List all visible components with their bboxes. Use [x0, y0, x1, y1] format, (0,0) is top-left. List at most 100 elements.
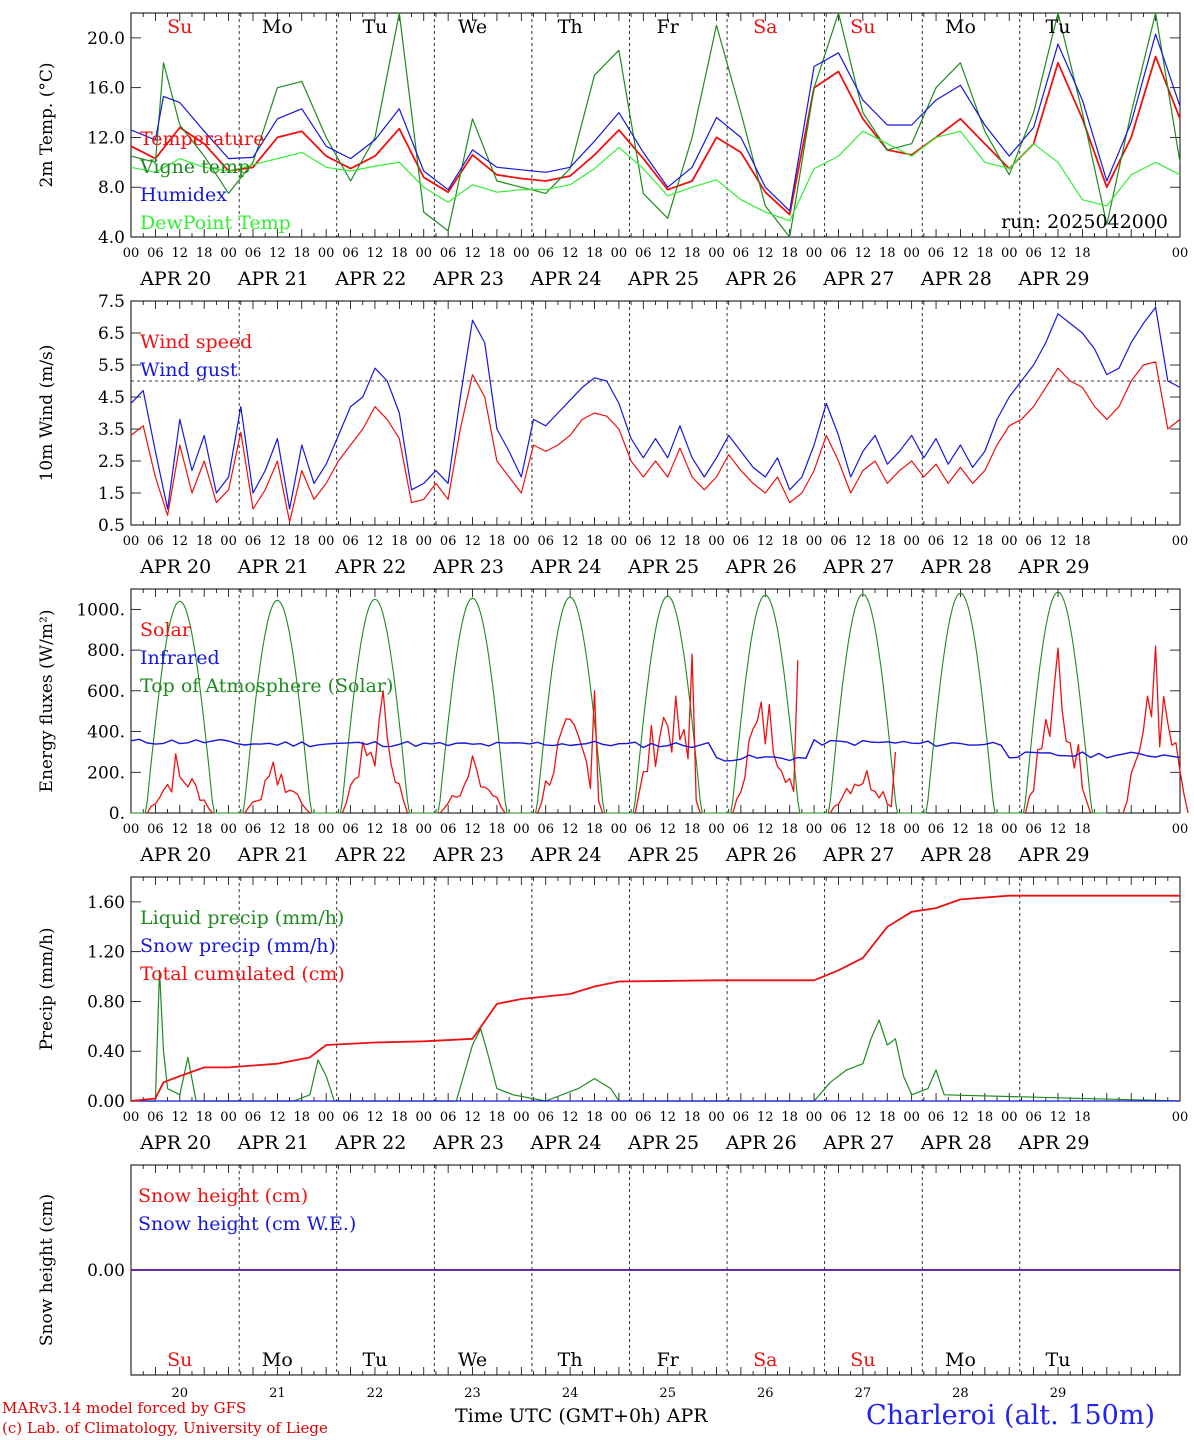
hour-tick-label: 06: [537, 246, 554, 261]
hour-tick-label: 12: [659, 534, 676, 549]
hour-tick-label: 00: [1172, 246, 1189, 261]
weekday-top: Sa: [753, 16, 777, 38]
solar-line: [146, 753, 213, 814]
hour-tick-label: 18: [196, 822, 213, 837]
hour-tick-label: 12: [367, 534, 384, 549]
hour-tick-label: 00: [1172, 534, 1189, 549]
run-label: run: 2025042000: [1001, 211, 1168, 233]
hour-tick-label: 06: [440, 1110, 457, 1125]
solar-line: [1024, 647, 1092, 814]
toa-solar-line: [521, 596, 619, 814]
weekday-top: Fr: [657, 16, 680, 38]
hour-tick-label: 06: [245, 1110, 262, 1125]
day-label: APR 23: [432, 844, 504, 866]
hour-tick-label: 00: [611, 246, 628, 261]
hour-tick-label: 06: [245, 822, 262, 837]
weekday-bottom: Su: [850, 1349, 875, 1371]
day-number: 22: [367, 1386, 384, 1401]
day-label: APR 26: [725, 844, 797, 866]
hour-tick-label: 12: [172, 822, 189, 837]
hour-tick-label: 00: [1001, 534, 1018, 549]
day-label: APR 25: [627, 556, 699, 578]
y-tick-label: 7.5: [98, 292, 125, 312]
day-number: 28: [952, 1386, 969, 1401]
hour-tick-label: 06: [928, 1110, 945, 1125]
hour-tick-label: 00: [220, 822, 237, 837]
hour-tick-label: 06: [342, 1110, 359, 1125]
y-tick-label: 8.0: [98, 178, 125, 198]
day-label: APR 23: [432, 268, 504, 290]
hour-tick-label: 18: [391, 1110, 408, 1125]
legend-snow-precip-mm-h-: Snow precip (mm/h): [140, 935, 336, 957]
hour-tick-label: 00: [806, 1110, 823, 1125]
day-label: APR 21: [237, 556, 309, 578]
y-tick-label: 0.00: [87, 1092, 125, 1112]
hour-tick-label: 00: [903, 246, 920, 261]
hour-tick-label: 06: [928, 822, 945, 837]
hour-tick-label: 00: [806, 246, 823, 261]
day-label: APR 24: [530, 268, 602, 290]
day-label: APR 27: [822, 844, 894, 866]
toa-solar-line: [814, 593, 912, 814]
solar-line: [341, 690, 409, 814]
hour-tick-label: 06: [1025, 534, 1042, 549]
hour-tick-label: 06: [1025, 1110, 1042, 1125]
hour-tick-label: 18: [977, 822, 994, 837]
x-axis-title: Time UTC (GMT+0h) APR: [455, 1405, 708, 1427]
y-tick-label: 5.5: [98, 356, 125, 376]
hour-tick-label: 06: [342, 822, 359, 837]
y-tick-label: 600.: [87, 682, 125, 702]
day-label: APR 25: [627, 1132, 699, 1154]
hour-tick-label: 00: [903, 1110, 920, 1125]
hour-tick-label: 00: [415, 1110, 432, 1125]
hour-tick-label: 06: [928, 534, 945, 549]
weekday-bottom: Fr: [657, 1349, 680, 1371]
weekday-bottom: Su: [167, 1349, 192, 1371]
hour-tick-label: 00: [318, 1110, 335, 1125]
y-tick-label: 1000.: [76, 600, 125, 620]
hour-tick-label: 18: [977, 1110, 994, 1125]
day-label: APR 28: [920, 556, 992, 578]
weekday-bottom: Mo: [262, 1349, 293, 1371]
hour-tick-label: 12: [659, 822, 676, 837]
solar-line: [439, 755, 506, 814]
day-number: 25: [659, 1386, 676, 1401]
hour-tick-label: 00: [1001, 822, 1018, 837]
y-axis-label: Energy fluxes (W/m²): [37, 610, 57, 793]
weekday-top: Su: [850, 16, 875, 38]
day-label: APR 20: [139, 268, 211, 290]
y-tick-label: 6.5: [98, 324, 125, 344]
hour-tick-label: 00: [903, 822, 920, 837]
hour-tick-label: 06: [147, 1110, 164, 1125]
hour-tick-label: 06: [245, 246, 262, 261]
toa-solar-line: [131, 600, 229, 814]
hour-tick-label: 12: [952, 246, 969, 261]
hour-tick-label: 00: [708, 1110, 725, 1125]
hour-tick-label: 00: [611, 1110, 628, 1125]
day-label: APR 26: [725, 556, 797, 578]
hour-tick-label: 00: [708, 246, 725, 261]
y-tick-label: 20.0: [87, 29, 125, 49]
hour-tick-label: 06: [440, 822, 457, 837]
series-dewpoint-temp: [130, 130, 1181, 222]
hour-tick-label: 00: [415, 246, 432, 261]
solar-line: [732, 660, 799, 814]
legend-wind-speed: Wind speed: [140, 331, 252, 353]
hour-tick-label: 00: [513, 534, 530, 549]
hour-tick-label: 00: [513, 1110, 530, 1125]
day-label: APR 29: [1017, 268, 1089, 290]
day-label: APR 25: [627, 844, 699, 866]
hour-tick-label: 18: [684, 534, 701, 549]
weekday-bottom: Sa: [753, 1349, 777, 1371]
hour-tick-label: 18: [293, 822, 310, 837]
series-total-cumulated-cm-: [130, 894, 1180, 1102]
solar-line: [244, 761, 311, 814]
day-label: APR 27: [822, 1132, 894, 1154]
y-tick-label: 1.20: [87, 943, 125, 963]
toa-solar-line: [911, 592, 1010, 814]
weekday-bottom: Th: [558, 1349, 583, 1371]
hour-tick-label: 18: [1074, 822, 1091, 837]
hour-tick-label: 12: [464, 246, 481, 261]
hour-tick-label: 00: [220, 1110, 237, 1125]
